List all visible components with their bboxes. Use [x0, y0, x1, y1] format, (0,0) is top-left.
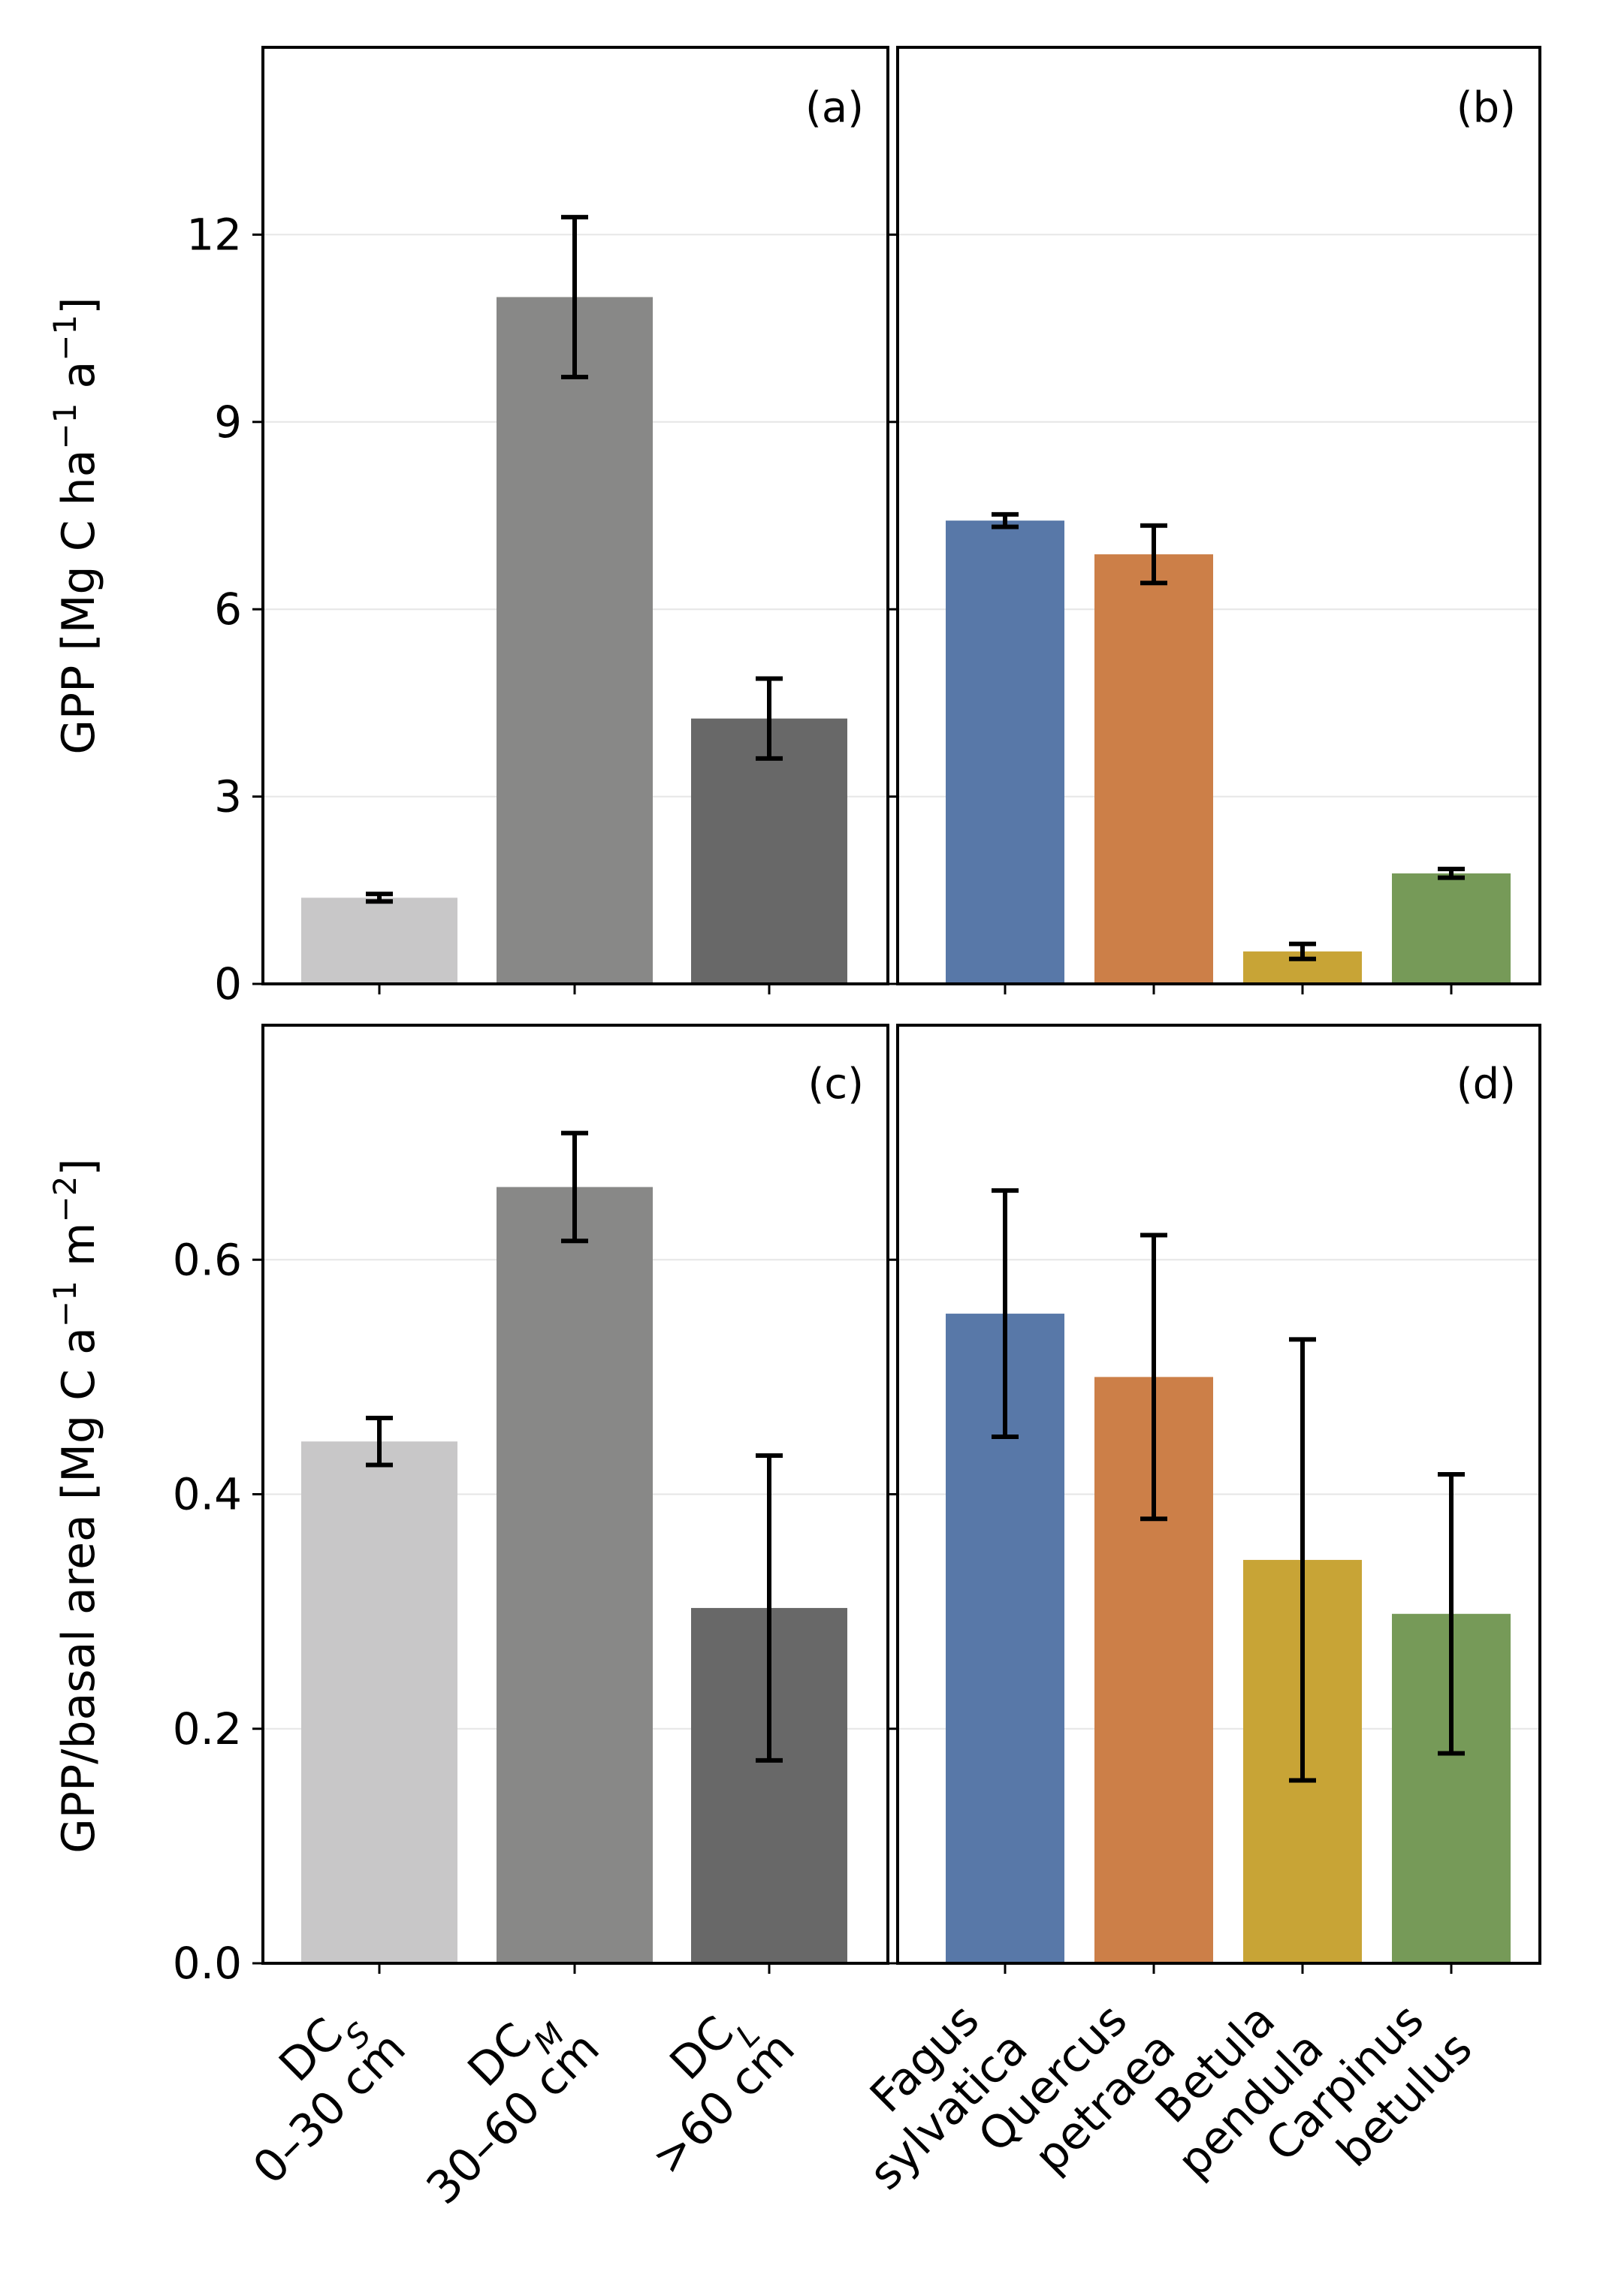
bar: [497, 297, 653, 984]
panel-label: (c): [808, 1060, 864, 1109]
y-tick-label: 0.4: [173, 1469, 242, 1520]
panel-label: (b): [1457, 83, 1516, 132]
bar: [497, 1187, 653, 1963]
bar: [301, 898, 457, 984]
y-tick-label: 12: [186, 209, 242, 260]
panel-d: (d): [887, 1024, 1541, 1974]
plot-frame: [896, 1024, 1541, 1965]
bar: [946, 520, 1064, 984]
plot-frame: [896, 46, 1541, 985]
y-tick-label: 0.0: [173, 1938, 242, 1989]
plot-frame: [261, 46, 889, 985]
bar: [1392, 873, 1511, 984]
bar: [301, 1441, 457, 1963]
bar: [1094, 554, 1213, 984]
panel-a: 0 3 6 9 12 (a): [186, 46, 889, 1009]
bar: [691, 718, 847, 984]
y-tick-label: 0.6: [173, 1234, 242, 1285]
y-tick-label: 6: [214, 584, 242, 635]
y-tick-label: 9: [214, 397, 242, 448]
y-tick-label: 3: [214, 771, 242, 822]
y-axis-label-bottom: GPP/basal area [Mg C a−1 m−2]: [47, 1158, 106, 1853]
y-tick-label: 0.2: [173, 1703, 242, 1754]
panel-label: (a): [805, 83, 864, 132]
y-axis-label-top: GPP [Mg C ha−1 a−1]: [47, 297, 106, 754]
panel-b: (b): [887, 46, 1541, 994]
y-tick-label: 0: [214, 958, 242, 1009]
panel-label: (d): [1457, 1060, 1516, 1109]
panel-c: 0.0 0.2 0.4 0.6 (c): [173, 1024, 889, 1989]
